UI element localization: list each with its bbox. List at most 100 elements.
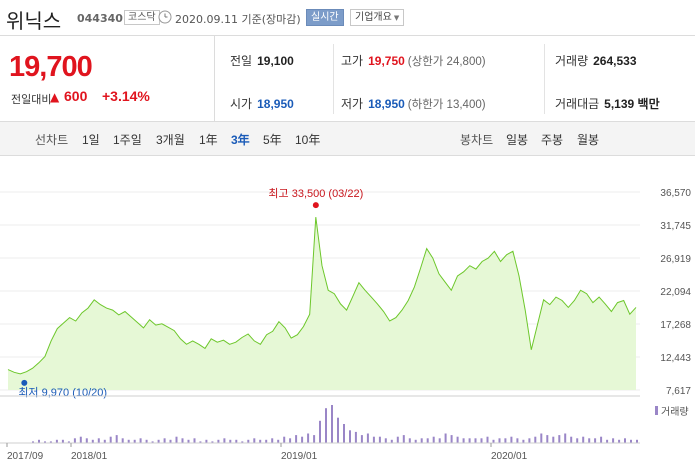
volume-bar: [636, 439, 638, 443]
volume-bar: [522, 439, 525, 443]
volume-bar: [444, 433, 447, 443]
tab-1week[interactable]: 1주일: [113, 133, 142, 147]
x-tick-label: 2018/01: [71, 451, 108, 462]
y-tick-label: 22,094: [660, 287, 691, 298]
volume-bar: [360, 435, 363, 443]
volume-bar: [331, 405, 333, 443]
volume-bar: [253, 438, 256, 444]
date-status: 2020.09.11 기준(장마감): [175, 13, 301, 26]
volume-stat: 거래량 264,533: [555, 52, 637, 69]
volume-bar: [516, 438, 519, 444]
volume-bar: [456, 436, 459, 443]
y-tick-label: 26,919: [660, 254, 691, 265]
stock-header: 위닉스 044340 코스닥 2020.09.11 기준(장마감) 실시간 기업…: [0, 0, 695, 36]
quote-panel: 19,700 전일대비 ▲ 600 +3.14% 전일 19,100 고가 19,7…: [0, 36, 695, 122]
tab-5year[interactable]: 5年: [263, 133, 282, 147]
tab-daily-candle[interactable]: 일봉: [506, 133, 529, 147]
tab-3month[interactable]: 3개월: [156, 133, 185, 147]
volume-bar: [115, 435, 118, 443]
volume-bar: [133, 439, 136, 443]
volume-bar: [307, 433, 310, 443]
volume-bar: [103, 439, 106, 443]
min-annotation: 최저 9,970 (10/20): [18, 386, 107, 399]
open-value: 18,950: [257, 97, 294, 111]
volume-bar: [211, 441, 214, 443]
volume-bar: [414, 439, 417, 443]
volume-bar: [325, 408, 327, 443]
volume-bar: [241, 441, 244, 443]
volume-legend: 거래량: [661, 406, 689, 418]
volume-bar: [319, 420, 321, 443]
volume-bar: [127, 439, 130, 443]
stock-code: 044340: [77, 12, 123, 25]
tab-monthly-candle[interactable]: 월봉: [577, 133, 600, 147]
volume-bar: [343, 424, 345, 443]
volume-bar: [402, 435, 405, 443]
market-badge: 코스닥: [124, 10, 160, 25]
upper-limit: (상한가 24,800): [407, 56, 486, 68]
change-percent: +3.14%: [102, 88, 150, 104]
volume-bar: [594, 438, 597, 444]
volume-bar: [157, 439, 160, 443]
prev-close-stat: 전일 19,100: [230, 52, 294, 69]
volume-bar: [139, 438, 142, 444]
tab-weekly-candle[interactable]: 주봉: [541, 133, 564, 147]
volume-bar: [474, 438, 477, 444]
max-point-marker: [312, 202, 319, 209]
volume-bar: [408, 438, 411, 444]
open-label: 시가: [230, 97, 253, 111]
volume-label: 거래량: [555, 54, 589, 68]
prev-close-label: 전일: [230, 54, 253, 68]
price-chart: 36,570 31,745 26,919 22,094 17,268 12,443 7,61…: [0, 156, 695, 467]
volume-bar: [486, 436, 489, 443]
volume-bar: [163, 438, 166, 444]
volume-bar: [612, 438, 615, 444]
tab-10year[interactable]: 10年: [295, 133, 321, 147]
volume-bar: [44, 441, 46, 443]
max-annotation: 최고 33,500 (03/22): [268, 187, 363, 200]
volume-bars: [0, 405, 640, 444]
low-label: 저가: [341, 97, 364, 111]
tab-1year[interactable]: 1年: [199, 133, 218, 147]
volume-bar: [528, 438, 531, 444]
volume-bar: [67, 441, 70, 443]
x-axis: 2017/09 2018/01 2019/01 2020/01: [6, 443, 528, 462]
volume-bar: [271, 438, 274, 444]
volume-bar: [85, 438, 88, 444]
volume-bar: [79, 436, 82, 443]
volume-bar: [378, 436, 381, 443]
volume-bar: [600, 436, 603, 443]
volume-bar: [205, 439, 208, 443]
realtime-button[interactable]: 실시간: [306, 9, 344, 26]
volume-bar: [630, 439, 632, 443]
y-tick-label: 31,745: [660, 221, 691, 232]
volume-bar: [277, 439, 280, 443]
volume-bar: [283, 436, 286, 443]
volume-bar: [426, 438, 429, 444]
tab-3year[interactable]: 3年: [231, 133, 250, 147]
low-value: 18,950: [368, 97, 405, 111]
y-axis: 36,570 31,745 26,919 22,094 17,268 12,443 7,61…: [660, 188, 691, 397]
line-chart-label[interactable]: 선차트: [35, 133, 69, 147]
volume-bar: [498, 438, 501, 444]
price-line: [7, 217, 637, 375]
volume-bar: [229, 439, 232, 443]
volume-bar: [247, 439, 250, 443]
volume-bar: [576, 438, 579, 444]
volume-bar: [450, 435, 453, 443]
company-info-label: 기업개요: [355, 12, 392, 23]
tab-1day[interactable]: 1일: [82, 133, 100, 147]
volume-legend-swatch: [655, 406, 658, 415]
amount-value: 5,139 백만: [604, 97, 660, 111]
company-info-button[interactable]: 기업개요 ▼: [350, 9, 405, 26]
volume-bar: [55, 439, 58, 443]
volume-bar: [504, 438, 507, 444]
volume-bar: [606, 439, 609, 443]
up-arrow-icon: ▲: [50, 90, 60, 104]
volume-bar: [193, 438, 196, 444]
volume-bar: [349, 430, 351, 443]
volume-bar: [480, 438, 483, 444]
volume-bar: [121, 438, 124, 444]
volume-bar: [534, 436, 537, 443]
high-stat: 고가 19,750 (상한가 24,800): [341, 52, 486, 69]
